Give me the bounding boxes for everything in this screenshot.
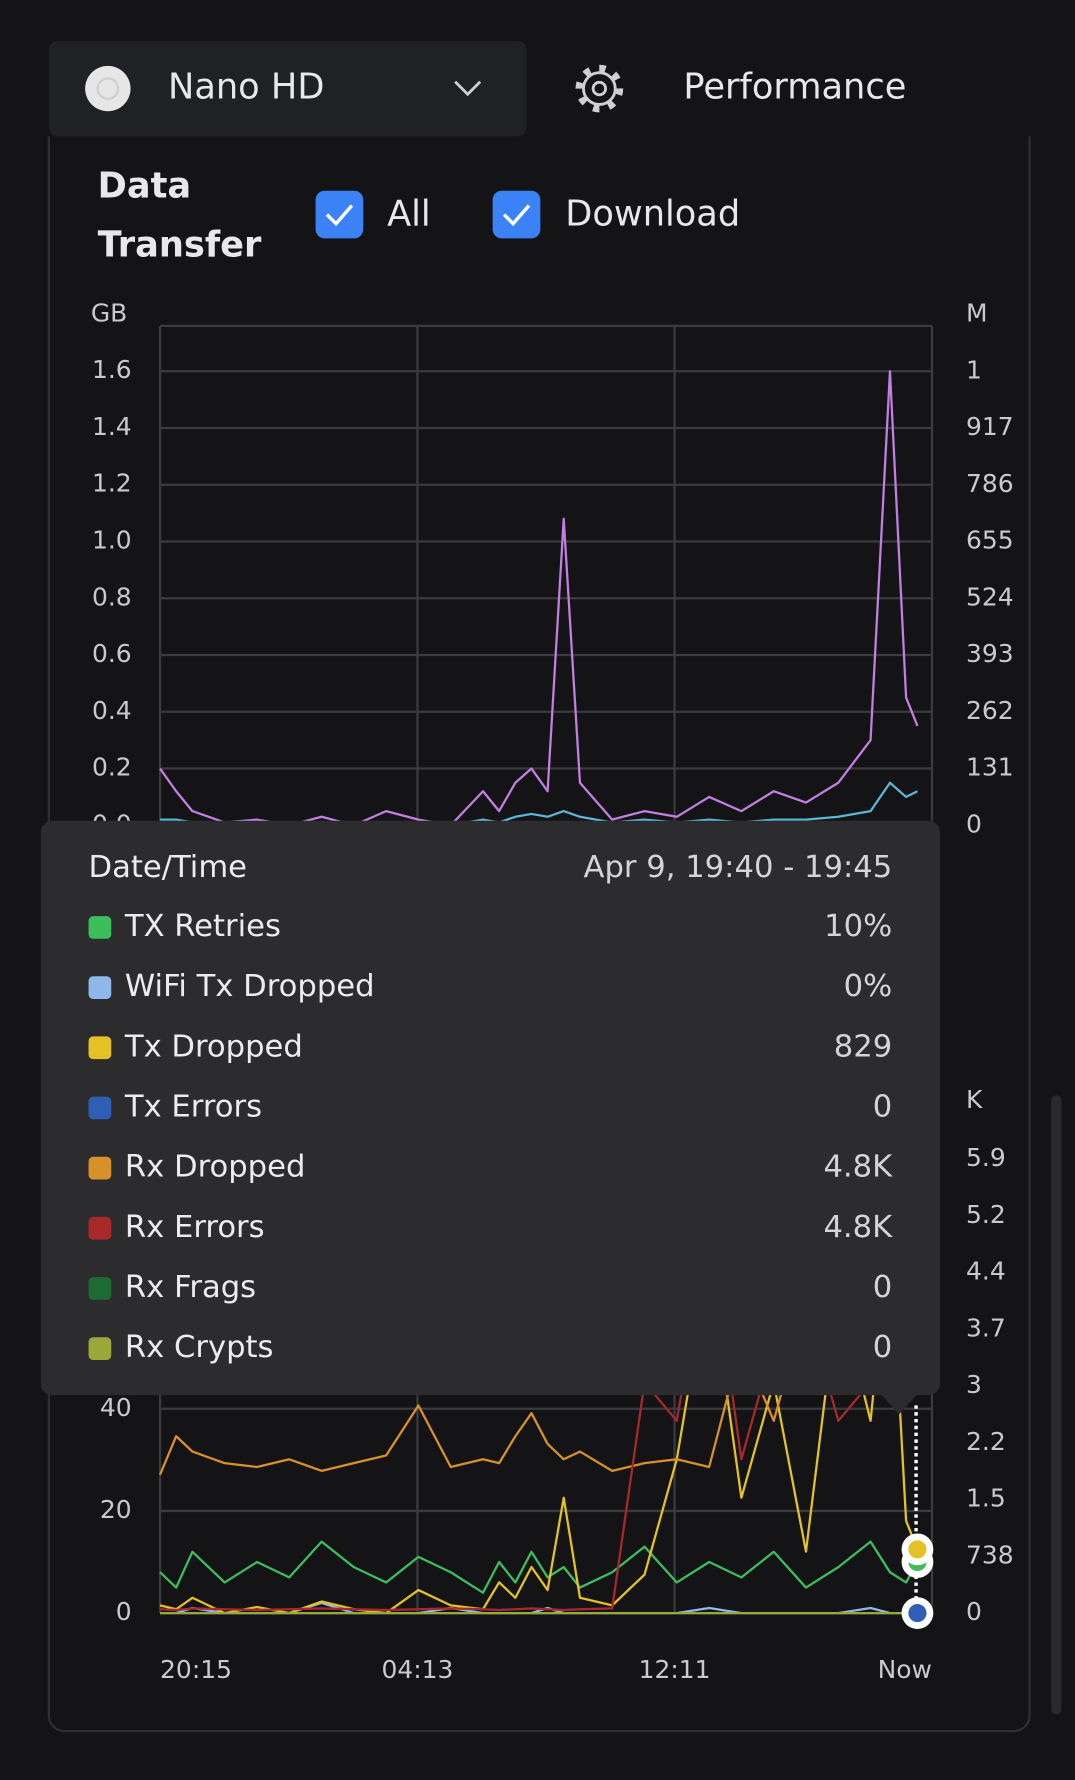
legend-label[interactable]: Download: [565, 194, 740, 235]
series-line: [159, 1540, 919, 1594]
legend-swatch: [88, 1277, 112, 1300]
legend-swatch: [88, 1036, 112, 1060]
tooltip-series-name: Tx Errors: [124, 1089, 262, 1124]
checkbox[interactable]: [492, 190, 541, 239]
tooltip-value: 4.8K: [823, 1150, 893, 1185]
dropdown[interactable]: [48, 40, 527, 137]
tooltip-value: 0%: [844, 969, 893, 1004]
toggle-download[interactable]: Download: [492, 190, 741, 239]
x-tick-label: 04:13: [381, 1655, 453, 1684]
page-title: Performance: [683, 67, 906, 108]
y2-tick-label: 1.5: [966, 1484, 1006, 1513]
y2-tick-label: 5.2: [966, 1200, 1006, 1229]
legend-swatch: [88, 1216, 112, 1240]
tooltip-series-name: Rx Crypts: [125, 1330, 274, 1365]
y-tick-label: 1.2: [92, 469, 132, 498]
legend-swatch: [88, 916, 112, 939]
checkmark: [502, 204, 531, 227]
checkbox[interactable]: [315, 190, 364, 239]
tooltip-value: 0: [873, 1330, 893, 1365]
hover-markers: [901, 1533, 934, 1629]
settings-button[interactable]: [575, 64, 624, 113]
hover-marker: [908, 1604, 927, 1623]
hover-marker: [908, 1540, 927, 1559]
tooltip-series-name: Rx Errors: [125, 1210, 265, 1245]
y2-tick-label: 524: [966, 582, 1014, 611]
x-tick-label: Now: [878, 1655, 932, 1684]
tooltip-value: 0: [873, 1089, 893, 1124]
legend-swatch: [88, 976, 112, 999]
y-axis-unit: GB: [91, 298, 127, 327]
y-tick-label: 0.8: [92, 582, 132, 611]
legend-swatch: [88, 1337, 112, 1360]
y-tick-label: 20: [100, 1495, 132, 1524]
y2-tick-label: 262: [966, 696, 1014, 725]
y2-tick-label: 4.4: [966, 1257, 1006, 1286]
y2-tick-label: 786: [966, 469, 1014, 498]
tooltip-series-name: Rx Frags: [125, 1270, 256, 1305]
tooltip-series-name: Rx Dropped: [125, 1150, 306, 1185]
tooltip-value: 4.8K: [823, 1210, 893, 1245]
tooltip-value: 10%: [824, 909, 892, 944]
y2-tick-label: 655: [966, 526, 1014, 555]
checkmark: [325, 204, 354, 227]
device-name[interactable]: Nano HD: [168, 67, 324, 108]
gear-hole[interactable]: [591, 80, 608, 97]
chevron[interactable]: [454, 80, 482, 97]
tooltip-series-name: WiFi Tx Dropped: [125, 969, 375, 1004]
gear-body[interactable]: [582, 71, 617, 106]
scrollbar[interactable]: [1051, 1095, 1062, 1715]
tooltip: Date/Time Apr 9, 19:40 - 19:45 TX Retrie…: [40, 820, 940, 1415]
y2-tick-label: 131: [966, 753, 1014, 782]
tooltip-time: Apr 9, 19:40 - 19:45: [584, 850, 893, 885]
x-tick-label: 12:11: [639, 1655, 711, 1684]
legend-label[interactable]: All: [387, 194, 431, 235]
card: [47, 136, 1031, 1733]
section-title: Data Transfer: [97, 165, 262, 266]
y2-tick-label: 917: [966, 412, 1014, 441]
tooltip-series-name: TX Retries: [124, 909, 281, 944]
y2-axis-unit: M: [966, 298, 988, 327]
tooltip-series-name: Tx Dropped: [124, 1029, 303, 1064]
tooltip-value: 0: [873, 1270, 893, 1305]
y-tick-label: 0.2: [92, 753, 132, 782]
y-tick-label: 1.4: [92, 412, 132, 441]
gear-teeth[interactable]: [575, 64, 624, 113]
toggle-all[interactable]: All: [315, 190, 431, 239]
tooltip-box: [40, 820, 940, 1396]
y2-tick-label: 393: [966, 639, 1014, 668]
y-tick-label: 1.6: [92, 355, 132, 384]
y2-tick-label: 2.2: [966, 1427, 1006, 1456]
y-tick-label: 0: [116, 1597, 132, 1626]
x-tick-label: 20:15: [160, 1655, 232, 1684]
y2-tick-label: 0: [966, 809, 982, 838]
y-tick-label: 0.4: [92, 696, 132, 725]
y-tick-label: 0.6: [92, 639, 132, 668]
y2-tick-label: 0: [966, 1597, 982, 1626]
device-select[interactable]: Nano HD: [48, 40, 527, 137]
y-tick-label: 1.0: [92, 526, 132, 555]
tooltip-header: Date/Time: [89, 850, 247, 885]
section-title-box: Data Transfer: [97, 165, 262, 266]
y2-tick-label: 3.7: [966, 1313, 1006, 1342]
device-icon: [85, 65, 131, 112]
y-tick-label: 40: [100, 1393, 132, 1422]
charts: 0.00.20.40.60.81.01.21.41.60131262393524…: [91, 298, 1014, 1684]
device-icon-ring: [96, 77, 120, 100]
y2-tick-label: 3: [966, 1370, 982, 1399]
y2-tick-label: 738: [966, 1540, 1014, 1569]
y2-tick-label: 5.9: [966, 1143, 1006, 1172]
y2-axis-unit: K: [966, 1085, 983, 1114]
tooltip-arrow: [880, 1394, 918, 1415]
tooltip-value: 829: [834, 1029, 892, 1064]
legend-swatch: [88, 1156, 112, 1180]
legend-swatch: [88, 1096, 112, 1120]
y2-tick-label: 1: [966, 355, 982, 384]
